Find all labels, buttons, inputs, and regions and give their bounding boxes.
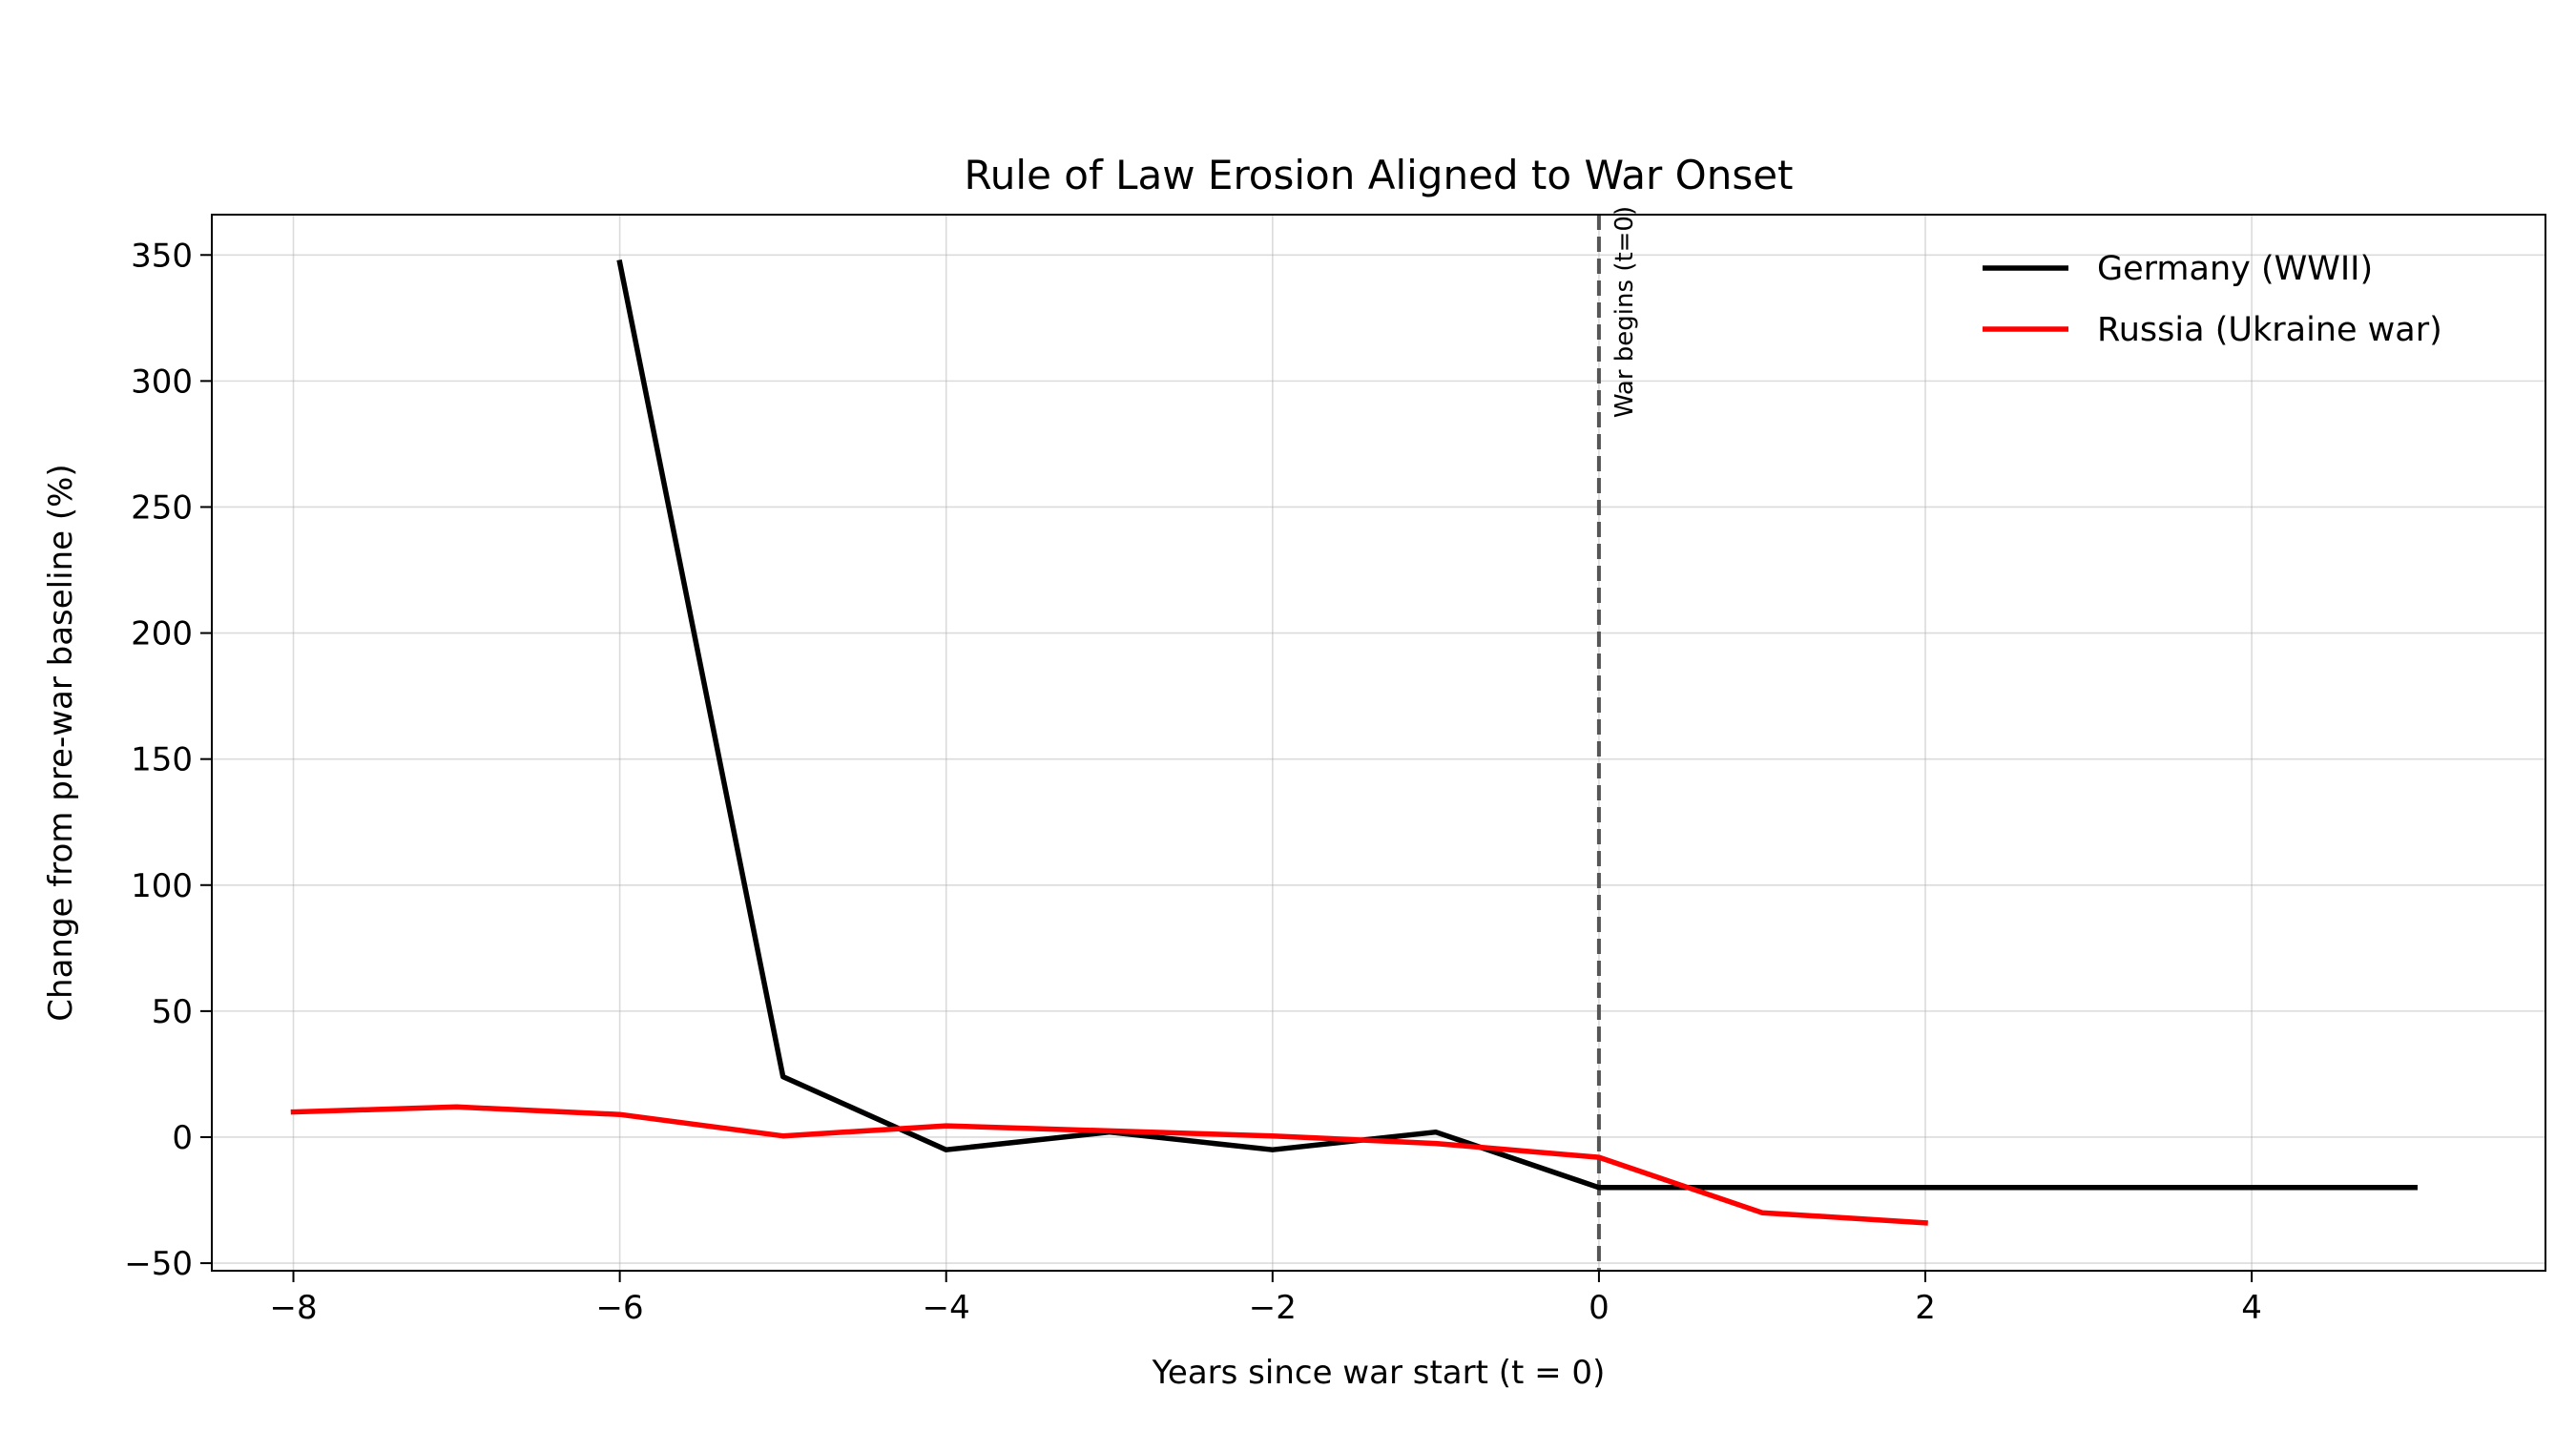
series-line-1 [290, 1104, 1928, 1226]
grid-lines [212, 215, 2545, 1271]
y-tick-label: 50 [152, 993, 193, 1031]
x-tick-label: 0 [1589, 1289, 1610, 1327]
y-axis: −50 0 50 100 150 200 250 300 350 [124, 237, 212, 1283]
y-tick-label: 300 [131, 363, 193, 401]
series-line-0 [616, 259, 2418, 1191]
x-axis-label: Years since war start (t = 0) [1152, 1354, 1606, 1392]
y-tick-label: 250 [131, 488, 193, 527]
y-tick-label: 0 [172, 1119, 193, 1157]
war-start-label: War begins (t=0) [1610, 206, 1639, 418]
y-axis-label: Change from pre-war baseline (%) [42, 464, 80, 1021]
x-tick-label: 4 [2241, 1289, 2262, 1327]
chart-title: Rule of Law Erosion Aligned to War Onset [964, 152, 1793, 198]
x-tick-label: −4 [923, 1289, 970, 1327]
plot-area: War begins (t=0) [290, 206, 2418, 1271]
x-tick-label: −6 [596, 1289, 644, 1327]
y-tick-label: 200 [131, 615, 193, 653]
axes-frame [211, 214, 2546, 1272]
legend-label: Russia (Ukraine war) [2097, 311, 2442, 349]
legend: Germany (WWII) Russia (Ukraine war) [1983, 250, 2442, 349]
y-tick-label: 100 [131, 867, 193, 905]
x-tick-label: −2 [1249, 1289, 1297, 1327]
x-tick-label: 2 [1915, 1289, 1936, 1327]
y-tick-label: 350 [131, 237, 193, 275]
y-tick-label: 150 [131, 741, 193, 779]
y-tick-label: −50 [124, 1245, 193, 1283]
x-tick-label: −8 [269, 1289, 317, 1327]
x-axis: −8 −6 −4 −2 0 2 4 [269, 1271, 2262, 1327]
legend-label: Germany (WWII) [2097, 250, 2373, 288]
